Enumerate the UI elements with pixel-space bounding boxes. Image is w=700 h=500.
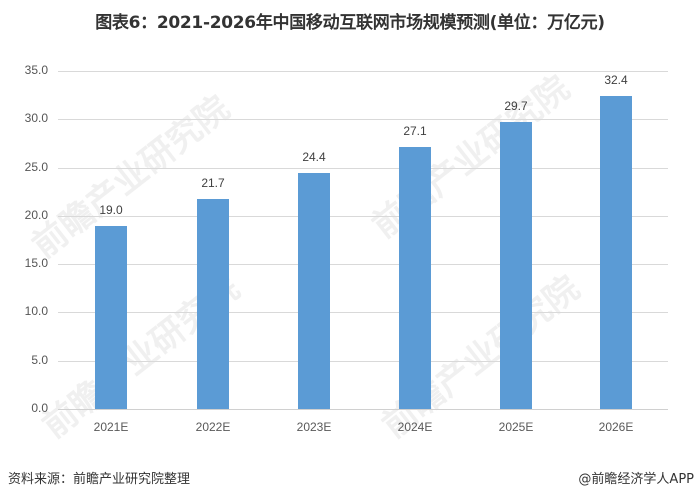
watermark: 前瞻产业研究院 bbox=[365, 68, 578, 247]
bar-2025E bbox=[500, 122, 532, 409]
gridline-15 bbox=[58, 264, 668, 265]
bar-value-label: 19.0 bbox=[99, 203, 123, 217]
x-tick-label: 2021E bbox=[93, 420, 129, 434]
y-tick-label: 15.0 bbox=[24, 256, 48, 270]
gridline-30 bbox=[58, 119, 668, 120]
bar-2021E bbox=[95, 226, 127, 409]
credit-note: @前瞻经济学人APP bbox=[578, 472, 694, 487]
x-tick-label: 2023E bbox=[296, 420, 332, 434]
y-tick-label: 30.0 bbox=[24, 111, 48, 125]
y-tick-label: 5.0 bbox=[31, 353, 48, 367]
gridline-5 bbox=[58, 361, 668, 362]
bar-value-label: 21.7 bbox=[201, 176, 225, 190]
x-tick-label: 2022E bbox=[195, 420, 231, 434]
bar-2022E bbox=[197, 199, 229, 409]
bar-value-label: 29.7 bbox=[504, 99, 528, 113]
gridline-25 bbox=[58, 168, 668, 169]
x-tick-label: 2024E bbox=[397, 420, 433, 434]
x-tick-label: 2026E bbox=[598, 420, 634, 434]
gridline-20 bbox=[58, 216, 668, 217]
x-axis-line bbox=[58, 409, 668, 410]
bar-2023E bbox=[298, 173, 330, 409]
y-tick-label: 35.0 bbox=[24, 63, 48, 77]
bar-value-label: 24.4 bbox=[302, 150, 326, 164]
source-note: 资料来源：前瞻产业研究院整理 bbox=[8, 472, 191, 487]
bar-2024E bbox=[399, 147, 431, 409]
bar-value-label: 27.1 bbox=[403, 124, 427, 138]
y-tick-label: 0.0 bbox=[31, 401, 48, 415]
y-tick-label: 20.0 bbox=[24, 208, 48, 222]
y-tick-label: 10.0 bbox=[24, 304, 48, 318]
gridline-10 bbox=[58, 312, 668, 313]
chart-title: 图表6：2021-2026年中国移动互联网市场规模预测(单位：万亿元) bbox=[95, 13, 605, 33]
y-tick-label: 25.0 bbox=[24, 160, 48, 174]
gridline-35 bbox=[58, 71, 668, 72]
bar-value-label: 32.4 bbox=[604, 73, 628, 87]
x-tick-label: 2025E bbox=[498, 420, 534, 434]
bar-2026E bbox=[600, 96, 632, 409]
